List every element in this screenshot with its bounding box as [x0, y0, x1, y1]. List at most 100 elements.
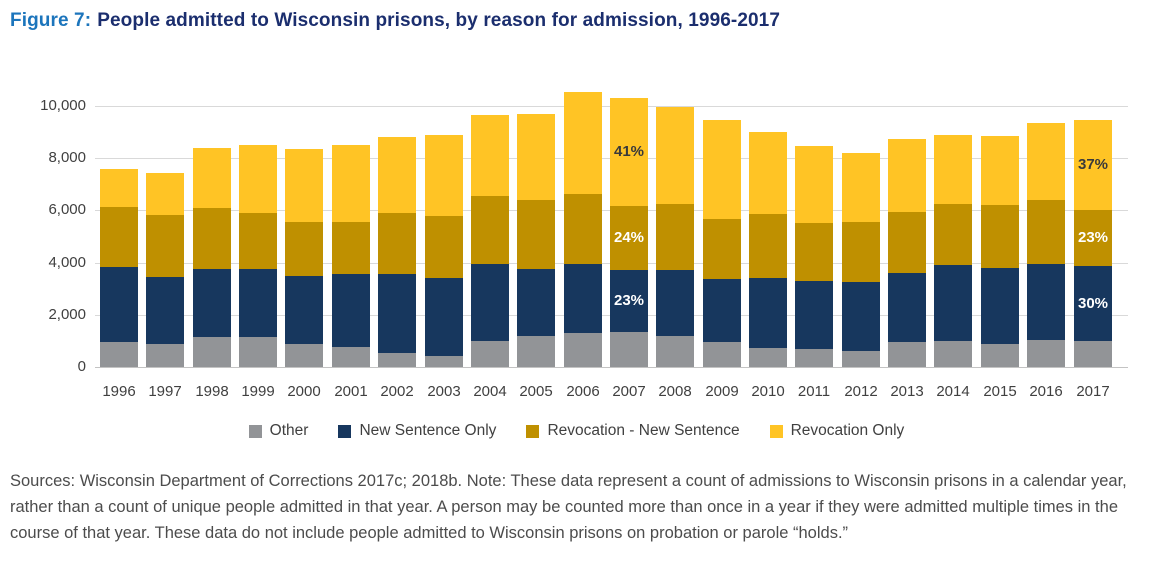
- legend-swatch-icon: [248, 424, 262, 438]
- bar-segment-revocation-only: [193, 148, 231, 208]
- x-axis-tick-label: 2011: [797, 383, 831, 400]
- x-axis-tick-label: 1998: [195, 383, 229, 400]
- bar-segment-new-sentence-only: [934, 265, 972, 341]
- bar-segment-revocation-new-sentence: [100, 206, 138, 267]
- bar-segment-revocation-new-sentence: [425, 215, 463, 279]
- bar-1996: [100, 169, 138, 367]
- bar-segment-revocation-new-sentence: [471, 195, 509, 264]
- figure-title: Figure 7: People admitted to Wisconsin pr…: [10, 10, 780, 32]
- percent-label-2017: 37%: [1077, 156, 1109, 173]
- bar-segment-revocation-only: [1074, 120, 1112, 211]
- y-axis-tick-label: 10,000: [40, 97, 86, 114]
- bar-segment-revocation-only: [332, 145, 370, 223]
- bar-segment-new-sentence-only: [332, 274, 370, 348]
- bar-segment-revocation-new-sentence: [703, 219, 741, 280]
- bar-segment-revocation-new-sentence: [564, 193, 602, 265]
- legend-label: New Sentence Only: [359, 422, 497, 439]
- bar-segment-new-sentence-only: [1074, 266, 1112, 341]
- bar-segment-other: [1074, 340, 1112, 367]
- x-axis-tick-label: 2016: [1029, 383, 1063, 400]
- bar-segment-revocation-only: [146, 173, 184, 215]
- bar-2011: [795, 146, 833, 367]
- y-axis-tick-label: 6,000: [48, 201, 86, 218]
- x-axis-tick-label: 2001: [334, 383, 368, 400]
- bar-segment-revocation-only: [285, 149, 323, 223]
- x-axis-tick-label: 2000: [287, 383, 321, 400]
- bar-segment-new-sentence-only: [981, 267, 1019, 345]
- bar-1999: [239, 145, 277, 367]
- bar-segment-revocation-new-sentence: [146, 214, 184, 277]
- x-axis-tick-label: 2009: [705, 383, 739, 400]
- bar-2007: [610, 98, 648, 367]
- x-axis-tick-label: 2005: [519, 383, 553, 400]
- legend-item-revocation-only: Revocation Only: [769, 422, 905, 440]
- bar-segment-other: [146, 343, 184, 367]
- bar-segment-other: [425, 355, 463, 367]
- bar-segment-revocation-new-sentence: [934, 204, 972, 266]
- bar-1998: [193, 148, 231, 367]
- bar-2005: [517, 114, 555, 367]
- bar-segment-revocation-only: [471, 115, 509, 196]
- bar-segment-new-sentence-only: [888, 273, 926, 342]
- percent-label-2007: 23%: [613, 292, 645, 309]
- bar-segment-new-sentence-only: [564, 264, 602, 334]
- legend-label: Revocation - New Sentence: [547, 422, 740, 439]
- bar-segment-revocation-new-sentence: [1074, 210, 1112, 267]
- percent-label-2007: 24%: [613, 229, 645, 246]
- y-axis-tick-label: 2,000: [48, 306, 86, 323]
- bar-segment-new-sentence-only: [378, 274, 416, 353]
- x-axis-tick-label: 2013: [890, 383, 924, 400]
- bar-segment-other: [703, 342, 741, 367]
- legend-item-new-sentence-only: New Sentence Only: [338, 422, 496, 440]
- bar-segment-new-sentence-only: [703, 279, 741, 343]
- x-axis-tick-label: 2012: [844, 383, 878, 400]
- bar-segment-other: [888, 341, 926, 367]
- chart-legend: Other New Sentence Only Revocation - New S…: [0, 421, 1153, 441]
- bar-segment-revocation-only: [981, 136, 1019, 206]
- x-axis-tick-label: 1999: [241, 383, 275, 400]
- bar-2014: [934, 135, 972, 367]
- legend-label: Revocation Only: [790, 422, 905, 439]
- bar-2017: [1074, 120, 1112, 367]
- x-axis-tick-label: 2010: [751, 383, 785, 400]
- bar-segment-revocation-new-sentence: [656, 203, 694, 271]
- bar-segment-revocation-only: [564, 92, 602, 194]
- percent-label-2007: 41%: [613, 143, 645, 160]
- bar-segment-revocation-new-sentence: [239, 212, 277, 270]
- bar-segment-revocation-only: [656, 107, 694, 204]
- bar-2008: [656, 107, 694, 367]
- legend-swatch-icon: [769, 424, 783, 438]
- bar-segment-new-sentence-only: [100, 266, 138, 343]
- bar-segment-revocation-only: [888, 139, 926, 212]
- bar-segment-new-sentence-only: [285, 275, 323, 345]
- bar-2006: [564, 92, 602, 367]
- x-axis-tick-label: 2003: [427, 383, 461, 400]
- bar-segment-revocation-only: [842, 153, 880, 223]
- legend-item-revocation-new-sentence: Revocation - New Sentence: [526, 422, 740, 440]
- bar-segment-revocation-new-sentence: [749, 214, 787, 279]
- bar-segment-revocation-only: [100, 169, 138, 207]
- percent-label-2017: 30%: [1077, 295, 1109, 312]
- bar-segment-other: [1027, 339, 1065, 367]
- bar-segment-revocation-new-sentence: [795, 223, 833, 281]
- bar-segment-revocation-new-sentence: [888, 212, 926, 274]
- bar-segment-other: [564, 333, 602, 367]
- bar-segment-other: [934, 340, 972, 367]
- legend-swatch-icon: [526, 424, 540, 438]
- bar-segment-revocation-only: [517, 114, 555, 201]
- bar-segment-revocation-new-sentence: [981, 205, 1019, 268]
- bar-2009: [703, 120, 741, 367]
- figure-title-text: People admitted to Wisconsin prisons, by…: [97, 10, 780, 31]
- bar-segment-other: [610, 331, 648, 367]
- bar-2016: [1027, 123, 1065, 367]
- x-axis-tick-label: 2007: [612, 383, 646, 400]
- bar-2015: [981, 136, 1019, 367]
- bar-segment-other: [656, 335, 694, 367]
- x-axis-tick-label: 2017: [1076, 383, 1110, 400]
- bar-segment-other: [285, 344, 323, 367]
- legend-item-other: Other: [248, 422, 308, 440]
- bar-segment-revocation-new-sentence: [842, 222, 880, 283]
- bar-segment-new-sentence-only: [842, 282, 880, 351]
